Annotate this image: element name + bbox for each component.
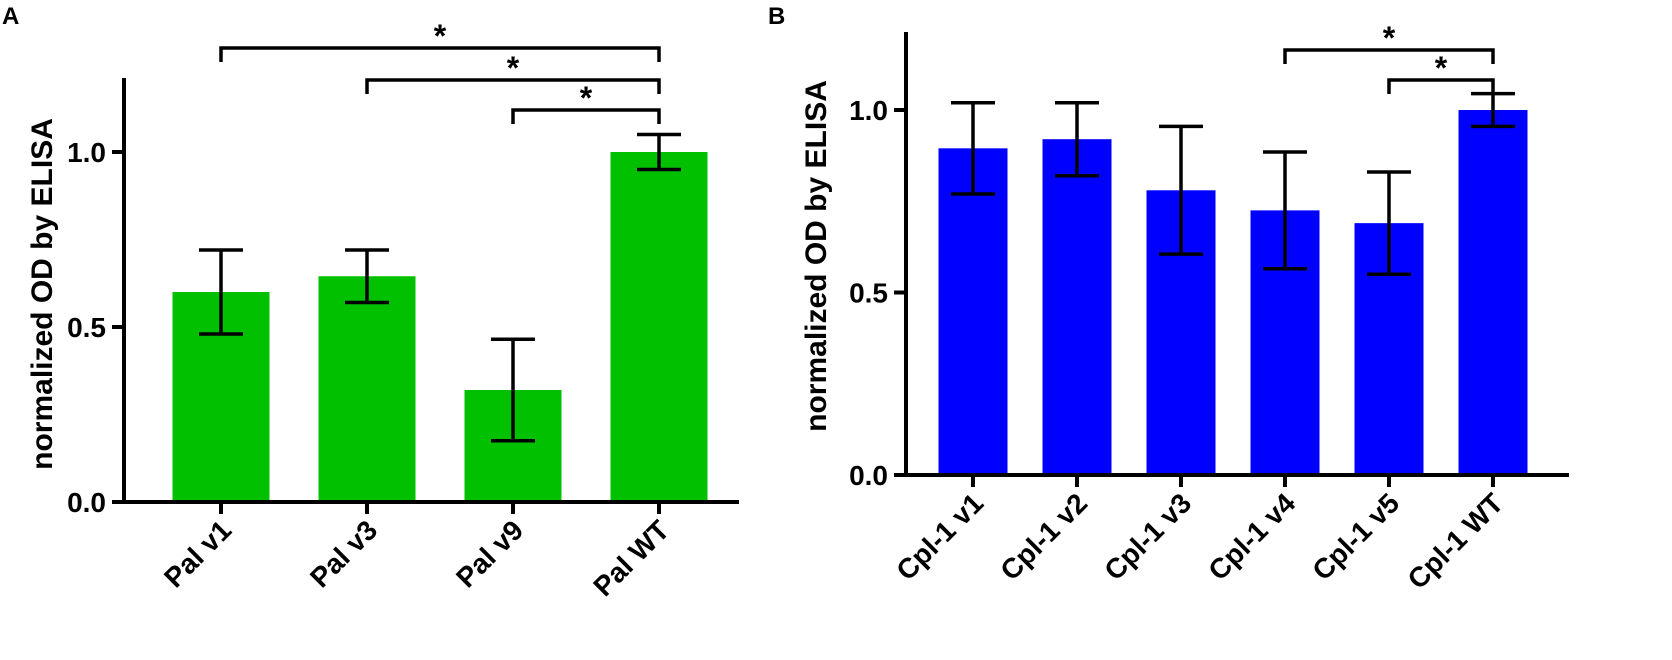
p1-y-tick-label-1: 0.5: [849, 278, 888, 309]
p1-significance-star-1: *: [1435, 50, 1448, 86]
p1-y-tick-label-0: 0.0: [849, 460, 888, 491]
p1-x-tick-label-1: Cpl-1 v2: [994, 487, 1093, 586]
p0-bar-1: [318, 276, 416, 502]
p0-significance-bracket-2: [511, 108, 661, 124]
panel-b-bar-chart: B normalized OD by ELISA 0.0 0.5 1.0 Cpl-1 …: [768, 3, 1569, 595]
p1-bar-0: [938, 148, 1008, 475]
p0-significance-bracket-1: [365, 78, 661, 94]
p1-bar-5: [1458, 110, 1528, 475]
p1-bar-1: [1042, 139, 1112, 475]
p0-significance-bracket-0: [219, 46, 661, 62]
p0-x-tick-label-0: Pal v1: [158, 514, 237, 593]
panel-a-letter: A: [2, 3, 19, 30]
p1-x-tick-label-0: Cpl-1 v1: [890, 487, 989, 586]
p1-significance-bracket-0: [1283, 48, 1495, 64]
p0-y-tick-label-1: 0.5: [67, 312, 106, 343]
p0-significance-star-0: *: [434, 18, 447, 54]
p1-x-tick-label-5: Cpl-1 WT: [1402, 487, 1510, 595]
p1-x-tick-label-4: Cpl-1 v5: [1306, 487, 1405, 586]
p1-x-tick-label-2: Cpl-1 v3: [1098, 487, 1197, 586]
p0-bar-3: [610, 152, 708, 502]
p0-x-tick-label-3: Pal WT: [587, 514, 675, 602]
panel-b-letter: B: [768, 3, 785, 30]
p0-y-tick-label-0: 0.0: [67, 487, 106, 518]
panel-a-y-axis-label: normalized OD by ELISA: [26, 118, 59, 470]
p1-x-tick-label-3: Cpl-1 v4: [1202, 487, 1301, 586]
p0-y-tick-label-2: 1.0: [67, 137, 106, 168]
p0-x-tick-label-2: Pal v9: [450, 514, 529, 593]
p0-significance-star-1: *: [507, 50, 520, 86]
p1-y-tick-label-2: 1.0: [849, 95, 888, 126]
p0-x-tick-label-1: Pal v3: [304, 514, 383, 593]
p1-significance-bracket-1: [1387, 78, 1495, 94]
panel-b-y-axis-label: normalized OD by ELISA: [800, 80, 833, 432]
p0-significance-star-2: *: [580, 80, 593, 116]
p1-significance-star-0: *: [1383, 20, 1396, 56]
panel-a-bar-chart: A normalized OD by ELISA 0.0 0.5 1.0 Pal v1…: [2, 3, 739, 602]
